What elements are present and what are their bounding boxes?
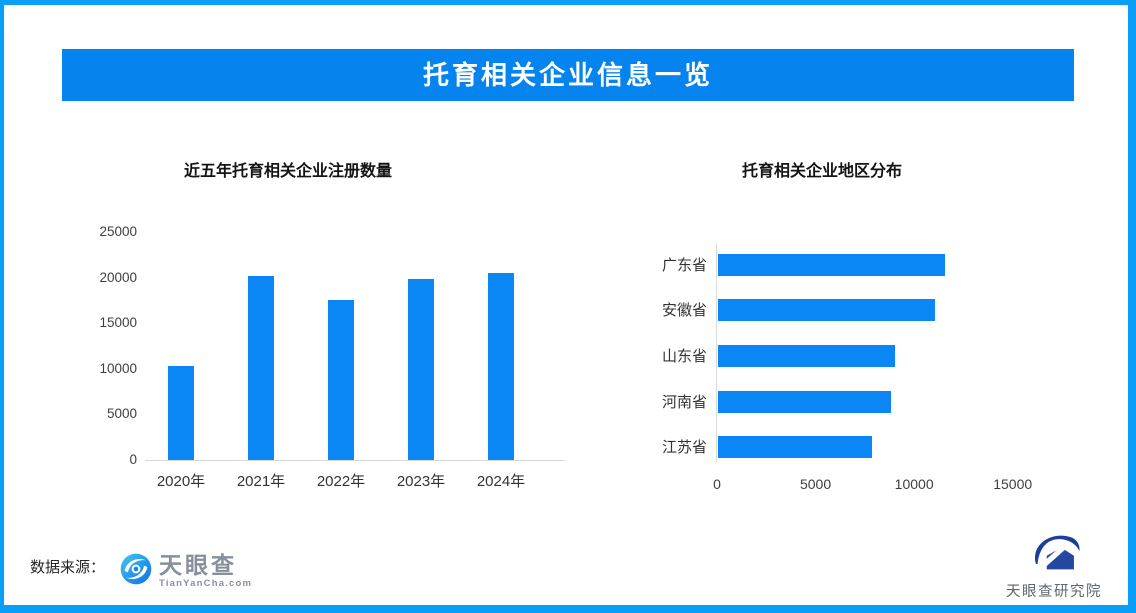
category-label: 广东省 <box>661 256 707 274</box>
y-axis-tick: 15000 <box>99 315 137 331</box>
category-label: 河南省 <box>661 393 707 411</box>
x-axis-tick: 10000 <box>894 476 934 492</box>
research-institute-logo: 天眼查研究院 <box>992 529 1116 601</box>
y-axis-tick: 20000 <box>99 269 137 285</box>
x-axis-tick: 15000 <box>993 476 1033 492</box>
bar <box>718 344 895 367</box>
bar <box>718 253 945 276</box>
bar <box>488 273 514 460</box>
bar <box>328 300 354 460</box>
x-axis-tick: 5000 <box>799 476 832 492</box>
region-chart-title: 托育相关企业地区分布 <box>742 163 903 180</box>
category-label: 江苏省 <box>661 439 707 457</box>
bar <box>408 279 434 460</box>
y-axis-tick: 10000 <box>99 360 137 376</box>
category-label: 2022年 <box>316 473 366 490</box>
bar <box>718 436 872 459</box>
header-banner: 托育相关企业信息一览 <box>62 49 1074 101</box>
category-label: 2023年 <box>396 473 446 490</box>
y-axis-tick: 5000 <box>106 406 137 422</box>
data-source-label: 数据来源： <box>30 559 106 576</box>
category-label: 2024年 <box>476 473 526 490</box>
region-chart-plot: 广东省安徽省山东省河南省江苏省 0 5000 10000 15000 <box>662 243 1062 492</box>
tianyancha-name: 天眼查 <box>159 552 237 578</box>
bar <box>248 276 274 460</box>
bar <box>718 390 891 413</box>
tianyancha-eye-icon <box>120 553 152 590</box>
registrations-chart-plot: 0 5000 10000 15000 20000 25000 2020年 2021年 2022年… <box>99 224 565 490</box>
institute-swoosh-house-icon <box>992 529 1116 577</box>
category-label: 安徽省 <box>661 302 707 320</box>
tianyancha-subtitle: TianYanCha.com <box>159 578 253 589</box>
category-label: 2021年 <box>236 473 286 490</box>
bar <box>168 366 194 460</box>
x-axis-tick: 0 <box>713 476 721 492</box>
bar <box>718 299 935 322</box>
y-axis-tick: 25000 <box>99 224 137 239</box>
institute-name: 天眼查研究院 <box>1006 584 1102 600</box>
category-label: 山东省 <box>661 347 707 365</box>
category-label: 2020年 <box>156 473 206 490</box>
page-title: 托育相关企业信息一览 <box>422 60 713 90</box>
y-axis-tick: 0 <box>129 452 137 467</box>
registrations-chart-title: 近五年托育相关企业注册数量 <box>184 163 393 180</box>
tianyancha-logo: 天眼查 TianYanCha.com <box>120 553 252 590</box>
